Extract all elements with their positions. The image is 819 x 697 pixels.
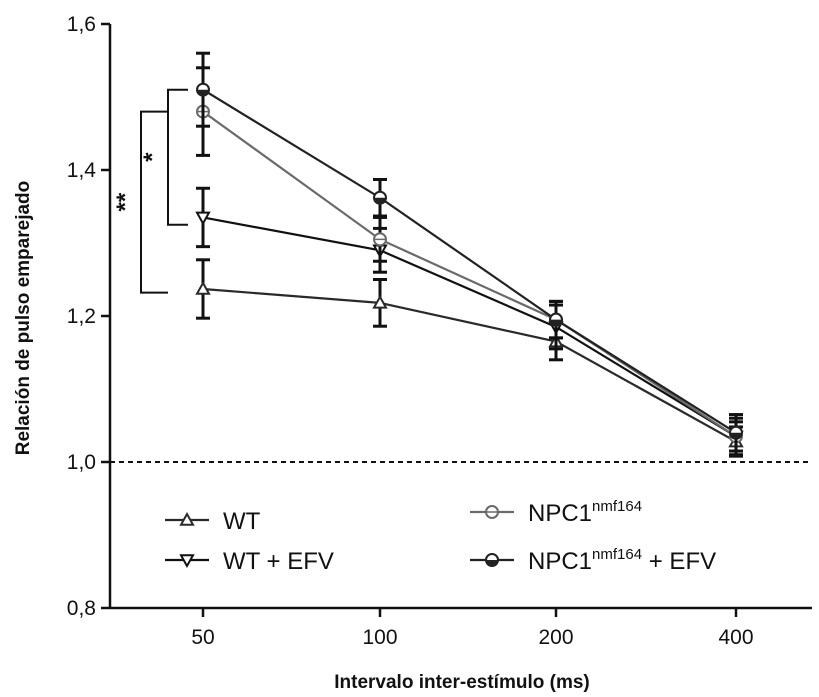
y-tick-label: 1,0 (67, 451, 96, 474)
series-4 (196, 51, 743, 453)
triangle-up-marker (195, 280, 211, 295)
legend-label: NPC1nmf164 (528, 498, 642, 527)
circle-half-fill (730, 432, 742, 439)
significance-label: * (139, 152, 166, 162)
legend-label: WT (223, 508, 261, 535)
legend-item-4: NPC1nmf164 + EFV (470, 546, 716, 575)
significance-layer: *** (112, 88, 188, 294)
significance-bracket (167, 88, 188, 226)
circle-half-fill (374, 197, 386, 204)
legend-label: WT + EFV (223, 548, 334, 575)
y-tick-label: 0,8 (67, 597, 96, 620)
legend-item-2: WT + EFV (165, 548, 334, 575)
legend-label-name: NPC1 (528, 500, 592, 527)
triangle-up-marker (179, 511, 195, 526)
triangle-up-marker (372, 294, 388, 309)
y-tick-label: 1,2 (67, 305, 96, 328)
triangle-down-marker (195, 211, 211, 226)
significance-bracket (140, 110, 168, 294)
legend-label-name: WT (223, 508, 261, 535)
series-line (202, 287, 737, 443)
x-tick-label: 400 (718, 626, 753, 649)
legend-label-name: NPC1 (528, 548, 592, 575)
y-tick-label: 1,4 (67, 159, 97, 182)
y-axis-title: Relación de pulso emparejado (13, 181, 34, 456)
series-line (202, 216, 737, 438)
x-tick-label: 200 (538, 626, 573, 649)
series-2 (195, 186, 744, 453)
legend-label-superscript: nmf164 (592, 546, 642, 563)
series-3 (196, 66, 743, 457)
x-tick-label: 50 (191, 626, 214, 649)
legend-label-name: WT + EFV (223, 548, 334, 575)
legend-item-3: NPC1nmf164 (470, 498, 642, 527)
y-tick-label: 1,6 (67, 13, 96, 36)
legend-label: NPC1nmf164 + EFV (528, 546, 716, 575)
legend-label-suffix: + EFV (642, 548, 716, 575)
circle-half-fill (486, 560, 498, 566)
significance-label: ** (112, 192, 139, 211)
axes: 0,8 1,0 1,2 1,4 1,6 50 100 200 400 Intervalo inte… (13, 13, 812, 693)
legend-item-1: WT (165, 508, 261, 535)
legend-label-superscript: nmf164 (592, 498, 642, 515)
series-line (202, 110, 737, 438)
circle-half-fill (197, 89, 210, 96)
x-tick-label: 100 (362, 626, 397, 649)
triangle-down-marker (179, 554, 195, 569)
series-line (202, 88, 737, 434)
circle-half-fill (550, 319, 562, 326)
x-axis-title: Intervalo inter-estímulo (ms) (334, 672, 590, 693)
series-layer (195, 51, 744, 458)
